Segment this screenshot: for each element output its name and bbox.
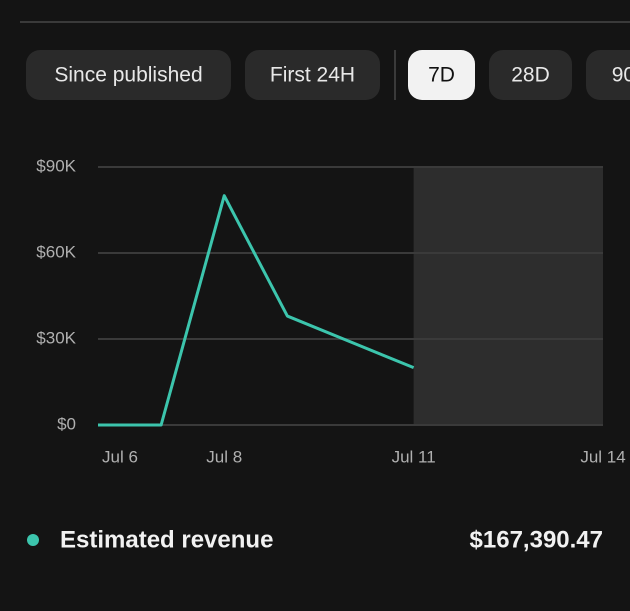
tab-button[interactable] (26, 50, 231, 100)
legend-marker (27, 534, 39, 546)
legend: Estimated revenue $167,390.47 (27, 526, 603, 553)
legend-label: Estimated revenue (60, 526, 273, 553)
tab-button[interactable] (245, 50, 380, 100)
x-tick-label: Jul 8 (206, 447, 242, 466)
y-tick-label: $90K (36, 156, 76, 175)
tab-button[interactable] (408, 50, 475, 100)
future-region (413, 167, 603, 425)
x-tick-label: Jul 14 (580, 447, 625, 466)
revenue-line (98, 194, 415, 427)
tab-label[interactable]: 7D (428, 64, 455, 87)
tab-button[interactable] (586, 50, 630, 100)
tab-button[interactable] (489, 50, 572, 100)
tab-label[interactable]: First 24H (270, 64, 355, 87)
x-tick-label: Jul 6 (102, 447, 138, 466)
total-value: $167,390.47 (470, 526, 603, 553)
tab-label[interactable]: 28D (511, 64, 550, 87)
chart: $0 $30K $60K $90K Jul 6 Jul 8 Jul 11 Jul 14 (36, 156, 625, 466)
tab-bar: Since published First 24H 7D 28D 90D (26, 50, 630, 100)
y-tick-label: $30K (36, 328, 76, 347)
x-tick-label: Jul 11 (392, 447, 436, 466)
tab-label[interactable]: Since published (54, 64, 202, 87)
y-tick-label: $0 (57, 414, 76, 433)
tab-label[interactable]: 90D (612, 64, 630, 87)
y-tick-label: $60K (36, 242, 76, 261)
